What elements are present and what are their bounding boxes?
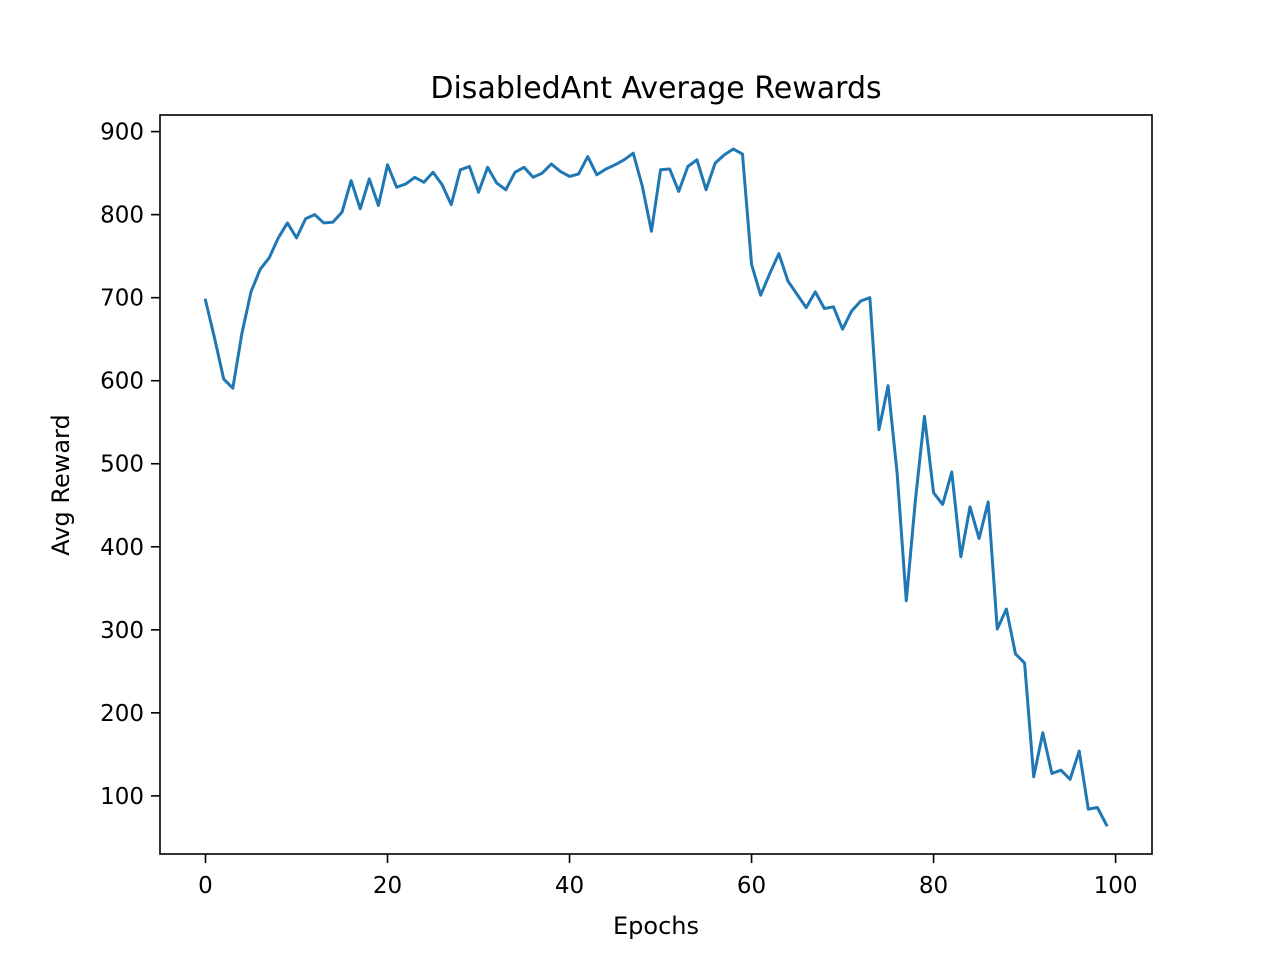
plot-area-frame (159, 114, 1153, 855)
y-tick-label: 500 (100, 452, 144, 478)
x-axis-label: Epochs (613, 912, 699, 940)
series-line-0 (203, 147, 1109, 827)
y-tick-label: 400 (100, 535, 144, 561)
series-layer (203, 147, 1109, 827)
y-tick-label: 900 (100, 120, 144, 146)
y-tick-label: 800 (100, 203, 144, 229)
x-tick-label: 80 (919, 873, 948, 899)
x-tick-label: 0 (198, 873, 213, 899)
y-tick-label: 600 (100, 369, 144, 395)
y-tick-label: 300 (100, 618, 144, 644)
chart-title: DisabledAnt Average Rewards (430, 71, 881, 106)
x-tick-label: 40 (555, 873, 584, 899)
x-tick-label: 20 (373, 873, 402, 899)
y-axis-label: Avg Reward (47, 414, 75, 555)
y-tick-label: 700 (100, 286, 144, 312)
y-tick-label: 200 (100, 701, 144, 727)
x-tick-label: 60 (737, 873, 766, 899)
y-tick-label: 100 (100, 784, 144, 810)
axis-ticks: 0 20 40 60 80 100 100 200 300 400 500 600 700 800 900 (100, 120, 1137, 899)
x-tick-label: 100 (1094, 873, 1138, 899)
